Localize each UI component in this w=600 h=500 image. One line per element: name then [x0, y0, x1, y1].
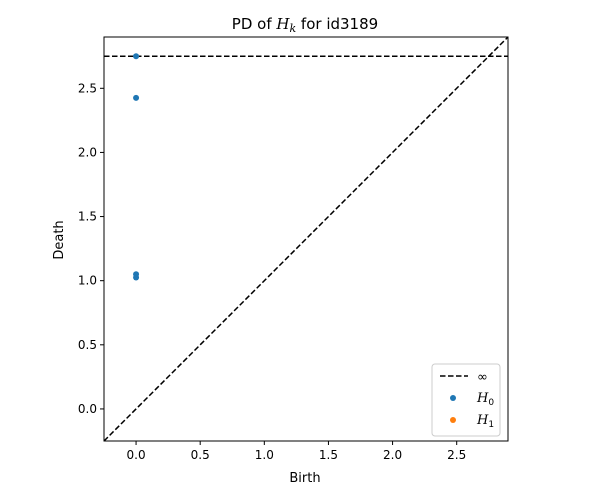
x-tick-label: 2.0	[383, 448, 402, 462]
legend-h0-label: H0	[476, 391, 494, 408]
legend-infinity-label: ∞	[477, 370, 488, 385]
y-tick-label: 1.5	[78, 210, 97, 224]
points-layer	[133, 53, 140, 281]
legend-h1-label: H1	[476, 413, 494, 430]
point-h0-1	[133, 94, 140, 101]
plot-frame	[103, 36, 509, 442]
y-tick-label: 2.5	[78, 81, 97, 95]
legend: ∞ H0 H1	[431, 363, 501, 437]
point-h0-3	[133, 274, 140, 281]
x-tick-label: 0.5	[191, 448, 210, 462]
legend-box	[431, 363, 501, 437]
y-axis-ticks: 0.0 0.5 1.0 1.5 2.0 2.5	[78, 81, 104, 416]
diagonal-line-layer	[104, 37, 508, 441]
x-tick-label: 1.0	[255, 448, 274, 462]
y-tick-label: 1.0	[78, 274, 97, 288]
x-tick-label: 1.5	[319, 448, 338, 462]
legend-h1-marker	[450, 417, 456, 423]
diagonal-line	[104, 37, 508, 441]
point-h0-0	[133, 53, 140, 60]
x-tick-label: 2.5	[447, 448, 466, 462]
y-tick-label: 0.0	[78, 402, 97, 416]
y-tick-label: 2.0	[78, 145, 97, 159]
y-tick-label: 0.5	[78, 338, 97, 352]
chart-title: PD of Hk for id3189	[232, 15, 378, 35]
legend-h0-marker	[450, 395, 456, 401]
y-axis-label: Death	[52, 220, 67, 259]
x-axis-ticks: 0.0 0.5 1.0 1.5 2.0 2.5	[127, 441, 466, 462]
x-axis-label: Birth	[289, 471, 320, 486]
x-tick-label: 0.0	[127, 448, 146, 462]
